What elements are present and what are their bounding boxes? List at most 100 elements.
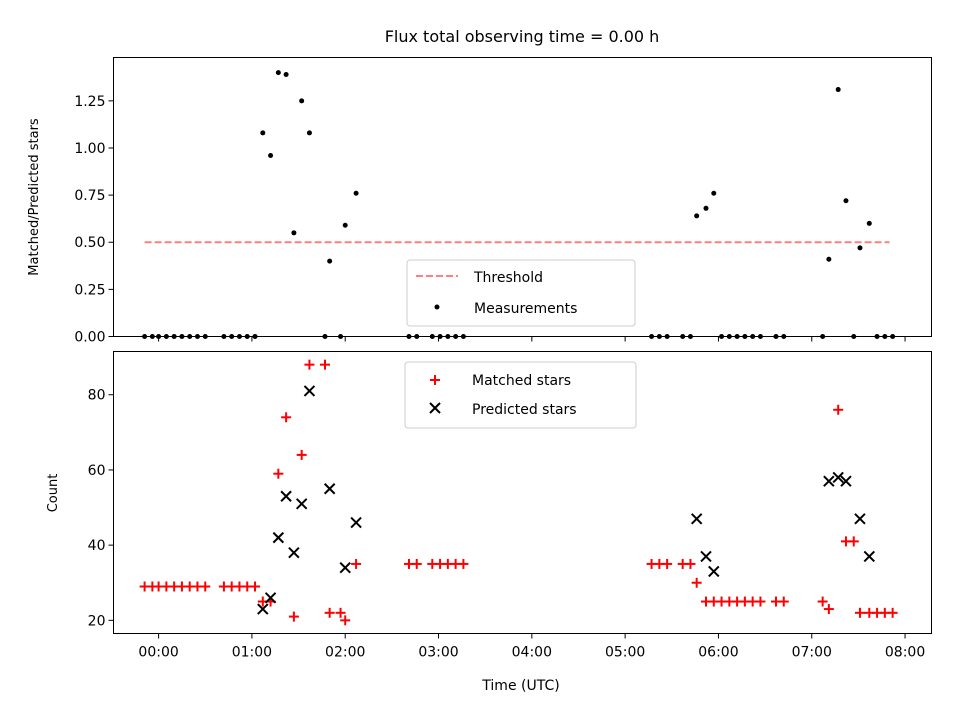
- predicted-stars-point: [832, 471, 844, 484]
- y-ticks-count: 20 40 60 80: [88, 388, 114, 629]
- predicted-stars-point: [350, 516, 362, 529]
- measurements-point: [835, 87, 841, 93]
- x-tick-label: 06:00: [698, 645, 738, 661]
- predicted-stars-point: [272, 531, 285, 544]
- measurements-point: [843, 198, 849, 204]
- x-tick-label: 02:00: [325, 645, 365, 661]
- matched-stars-point: [833, 404, 844, 415]
- predicted-stars-point: [823, 475, 835, 487]
- matched-stars-point: [335, 607, 346, 618]
- predicted-stars-point: [708, 565, 720, 578]
- plot-frame-count: [113, 351, 932, 634]
- matched-stars-point: [351, 558, 362, 569]
- predicted-stars-point: [288, 546, 300, 559]
- legend-measurements-label: Measurements: [474, 301, 577, 317]
- matched-stars-point: [817, 596, 828, 607]
- matched-stars-point: [319, 359, 330, 370]
- predicted-stars-point: [840, 475, 852, 487]
- legend-predicted-swatch: [429, 402, 441, 414]
- measurements-point: [306, 130, 312, 136]
- y-tick-label: 20: [88, 613, 106, 629]
- legend-count: Matched stars Predicted stars: [404, 361, 637, 429]
- matched-stars-point: [887, 607, 898, 618]
- y-tick-label: 0.75: [74, 188, 105, 204]
- measurements-point: [711, 190, 717, 196]
- y-tick-label: 0.50: [74, 235, 105, 251]
- y-tick-label: 60: [88, 463, 106, 479]
- y-axis-label-count: Count: [46, 474, 61, 513]
- x-tick-label: 03:00: [418, 645, 458, 661]
- matched-stars-point: [854, 607, 865, 618]
- measurements-point: [826, 256, 832, 262]
- legend-matched-swatch: [430, 375, 440, 385]
- y-tick-label: 80: [88, 388, 106, 404]
- matched-stars-point: [848, 536, 859, 547]
- legend-threshold-label: Threshold: [473, 270, 543, 286]
- measurements-point: [353, 190, 359, 196]
- matched-stars-point: [411, 558, 422, 569]
- matched-stars-point: [778, 596, 789, 607]
- matched-stars-point: [685, 558, 696, 569]
- predicted-stars-point: [295, 498, 308, 510]
- x-tick-label: 07:00: [792, 645, 832, 661]
- measurements-point: [291, 230, 297, 236]
- predicted-stars-point: [854, 513, 866, 525]
- predicted-stars-point: [700, 550, 712, 563]
- y-tick-label: 0.00: [74, 330, 105, 346]
- x-tick-label: 05:00: [605, 645, 645, 661]
- legend-box-count: [404, 361, 637, 429]
- matched-stars-point: [662, 558, 673, 569]
- y-tick-label: 40: [88, 538, 106, 554]
- matched-stars-point: [296, 449, 307, 460]
- predicted-stars-point: [303, 385, 316, 397]
- y-ticks-ratio: 0.00 0.25 0.50 0.75 1.00 1.25: [74, 94, 114, 346]
- y-axis-label-ratio: Matched/Predicted stars: [27, 118, 42, 276]
- matched-stars-point: [250, 581, 261, 592]
- y-tick-label: 0.25: [74, 282, 105, 298]
- predicted-stars-point: [690, 513, 703, 525]
- x-tick-label: 08:00: [885, 645, 925, 661]
- matched-stars-point: [458, 558, 469, 569]
- matched-stars-point: [200, 581, 211, 592]
- chart-title: Flux total observing time = 0.00 h: [385, 27, 660, 46]
- measurements-point: [857, 245, 863, 251]
- predicted-stars-point: [280, 490, 292, 502]
- measurements-point: [327, 258, 333, 264]
- matched-stars-point: [281, 412, 292, 423]
- measurements-point: [260, 130, 266, 136]
- matched-stars-point: [823, 604, 834, 615]
- x-tick-label: 04:00: [512, 645, 552, 661]
- measurements-point: [283, 71, 289, 77]
- measurements-point: [866, 220, 872, 226]
- legend-ratio: Threshold Measurements: [406, 259, 636, 327]
- y-tick-label: 1.00: [74, 141, 105, 157]
- legend-box-ratio: [406, 259, 636, 327]
- matched-stars-point: [288, 611, 299, 622]
- predicted-stars-point: [323, 483, 336, 495]
- measurement-ratio-panel: Flux total observing time = 0.00 h Match…: [27, 27, 932, 346]
- plot-frame-ratio: [113, 57, 932, 337]
- matched-stars-point: [324, 607, 335, 618]
- matched-stars-point: [304, 359, 315, 370]
- matched-stars-point: [340, 615, 351, 626]
- star-count-points: [139, 359, 898, 626]
- x-ticks-count: 00:00 01:00 02:00 03:00 04:00 05:00 06:00 07:00…: [138, 633, 925, 661]
- legend-predicted-label: Predicted stars: [472, 402, 577, 418]
- measurements-point: [275, 70, 281, 76]
- predicted-stars-point: [339, 561, 351, 574]
- x-ticks-ratio: [158, 336, 906, 342]
- matched-stars-point: [755, 596, 766, 607]
- star-count-panel: Count Time (UTC) 20 40 60 80 00:00 01:00 02:0…: [46, 351, 932, 694]
- measurements-point: [299, 98, 305, 104]
- measurements-point: [703, 205, 709, 211]
- matched-stars-point: [691, 577, 702, 588]
- measurements-point: [694, 213, 700, 219]
- y-tick-label: 1.25: [74, 94, 105, 110]
- x-tick-label: 01:00: [232, 645, 272, 661]
- predicted-stars-point: [264, 592, 277, 604]
- predicted-stars-point: [863, 550, 876, 563]
- x-axis-label: Time (UTC): [481, 678, 559, 694]
- x-tick-label: 00:00: [138, 645, 178, 661]
- legend-measurements-swatch: [434, 304, 440, 310]
